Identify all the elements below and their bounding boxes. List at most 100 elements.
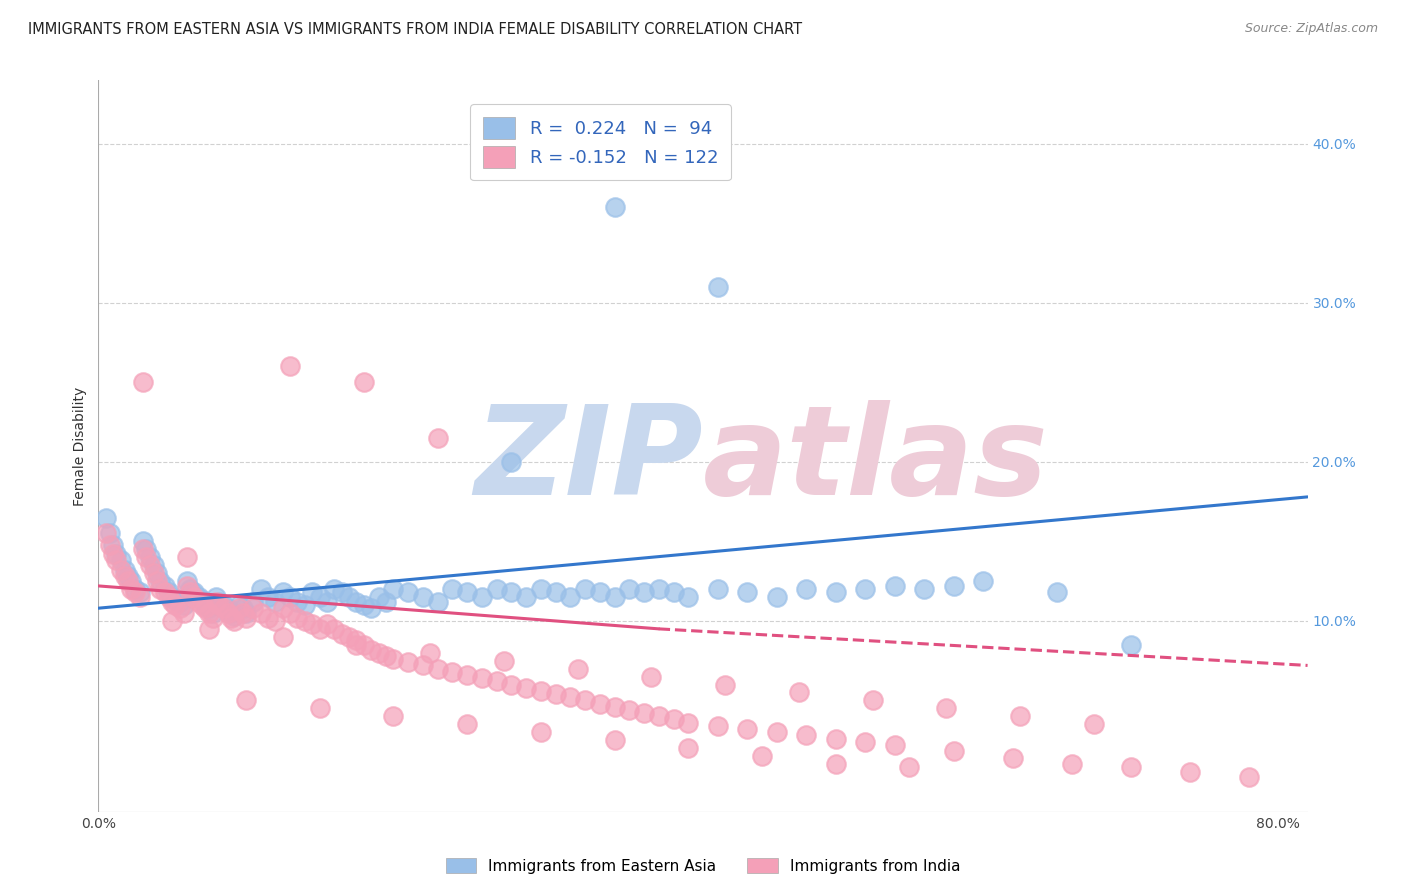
Point — [143, 566, 166, 581]
Point — [232, 601, 254, 615]
Point — [183, 590, 205, 604]
Point — [278, 590, 301, 604]
Point — [301, 585, 323, 599]
Text: atlas: atlas — [703, 401, 1049, 521]
Point — [853, 735, 876, 749]
Point — [242, 595, 264, 609]
Point — [883, 738, 905, 752]
Point — [287, 595, 309, 609]
Point — [678, 590, 700, 604]
Point — [131, 534, 153, 549]
Point — [396, 585, 419, 599]
Point — [412, 590, 434, 604]
Point — [330, 626, 353, 640]
Point — [375, 595, 398, 609]
Point — [346, 632, 368, 647]
Point — [426, 662, 449, 676]
Point — [396, 655, 419, 669]
Point — [706, 719, 728, 733]
Point — [249, 606, 271, 620]
Point — [301, 617, 323, 632]
Point — [530, 725, 553, 739]
Point — [898, 760, 921, 774]
Point — [198, 606, 221, 620]
Point — [179, 582, 201, 596]
Point — [160, 590, 183, 604]
Point — [235, 693, 257, 707]
Point — [1008, 709, 1031, 723]
Point — [330, 585, 353, 599]
Point — [153, 579, 176, 593]
Point — [1046, 585, 1069, 599]
Point — [456, 585, 478, 599]
Point — [257, 611, 280, 625]
Point — [853, 582, 876, 596]
Point — [367, 590, 389, 604]
Point — [337, 590, 360, 604]
Point — [205, 590, 228, 604]
Point — [426, 431, 449, 445]
Point — [124, 585, 146, 599]
Point — [515, 681, 537, 695]
Point — [1001, 750, 1024, 764]
Point — [173, 606, 195, 620]
Point — [294, 598, 316, 612]
Point — [346, 638, 368, 652]
Point — [765, 725, 787, 739]
Point — [98, 526, 121, 541]
Point — [135, 550, 157, 565]
Point — [912, 582, 935, 596]
Point — [824, 585, 846, 599]
Point — [264, 614, 287, 628]
Point — [530, 684, 553, 698]
Point — [794, 728, 817, 742]
Point — [942, 579, 965, 593]
Point — [501, 455, 523, 469]
Point — [824, 757, 846, 772]
Point — [678, 741, 700, 756]
Point — [1119, 760, 1142, 774]
Point — [501, 677, 523, 691]
Point — [706, 582, 728, 596]
Point — [560, 590, 582, 604]
Point — [441, 665, 464, 679]
Point — [187, 590, 209, 604]
Point — [165, 598, 187, 612]
Point — [426, 595, 449, 609]
Point — [202, 606, 225, 620]
Point — [278, 606, 301, 620]
Point — [173, 598, 195, 612]
Legend: R =  0.224   N =  94, R = -0.152   N = 122: R = 0.224 N = 94, R = -0.152 N = 122 — [470, 104, 731, 180]
Point — [648, 709, 671, 723]
Point — [124, 582, 146, 596]
Point — [235, 606, 257, 620]
Point — [217, 601, 239, 615]
Point — [471, 671, 494, 685]
Point — [131, 376, 153, 390]
Point — [862, 693, 884, 707]
Point — [101, 538, 124, 552]
Point — [308, 590, 330, 604]
Point — [530, 582, 553, 596]
Point — [353, 598, 375, 612]
Point — [346, 595, 368, 609]
Point — [128, 590, 150, 604]
Point — [257, 590, 280, 604]
Point — [198, 601, 221, 615]
Point — [139, 558, 162, 573]
Point — [135, 542, 157, 557]
Point — [308, 622, 330, 636]
Point — [603, 699, 626, 714]
Point — [212, 598, 235, 612]
Point — [120, 582, 142, 596]
Point — [160, 614, 183, 628]
Point — [382, 652, 405, 666]
Point — [471, 590, 494, 604]
Point — [110, 553, 132, 567]
Point — [456, 668, 478, 682]
Point — [217, 606, 239, 620]
Point — [101, 547, 124, 561]
Point — [165, 593, 187, 607]
Point — [1083, 717, 1105, 731]
Point — [94, 510, 117, 524]
